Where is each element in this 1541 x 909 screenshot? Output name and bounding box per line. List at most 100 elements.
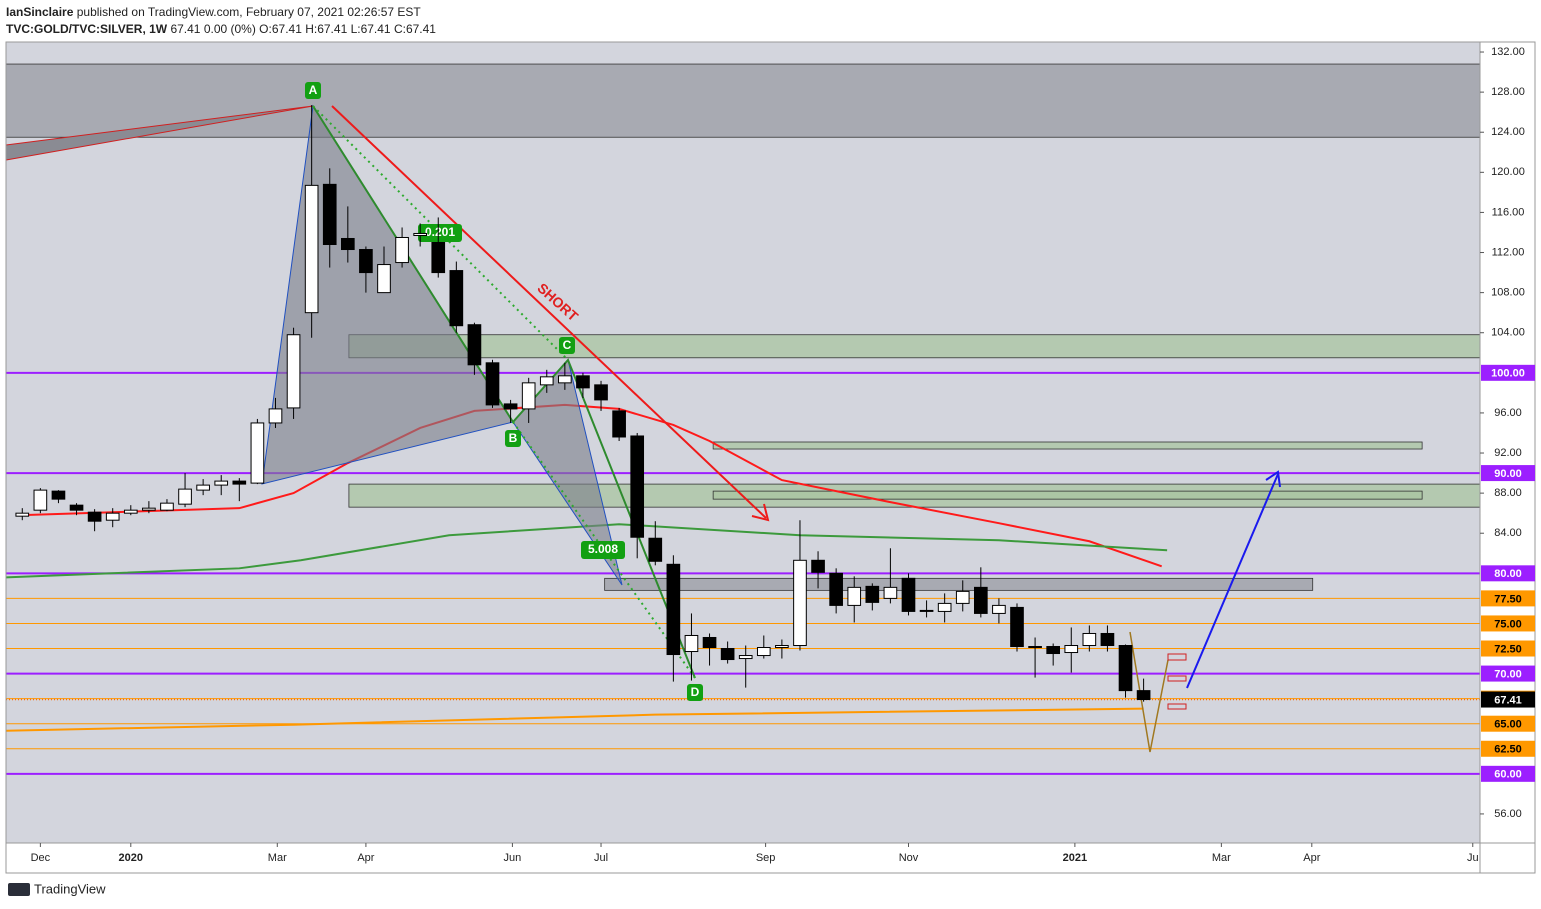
candle-body	[413, 232, 427, 236]
y-tick-label: 128.00	[1491, 86, 1525, 98]
point-label: C	[559, 337, 575, 354]
y-tick-label: 84.00	[1494, 527, 1522, 539]
candle-body	[15, 512, 30, 517]
y-tick-label: 96.00	[1494, 407, 1522, 419]
y-tick-label: 120.00	[1491, 166, 1525, 178]
y-tick-label: 124.00	[1491, 126, 1525, 138]
candle-body	[87, 511, 102, 522]
x-tick-label: Sep	[756, 852, 776, 864]
published: published on TradingView.com, February 0…	[77, 5, 422, 19]
price-label-bg	[1481, 691, 1535, 708]
y-tick-label: 116.00	[1492, 206, 1525, 218]
y-tick-label: 132.00	[1491, 46, 1525, 58]
point-label: B	[505, 430, 521, 447]
x-tick-label: Apr	[1303, 852, 1320, 864]
price-label-bg	[1481, 665, 1535, 682]
candle-body	[684, 634, 699, 653]
arrow-head	[1265, 470, 1281, 488]
candle-body	[630, 435, 645, 538]
projection	[1129, 631, 1169, 753]
candle-body	[485, 362, 500, 406]
candle-body	[720, 648, 735, 661]
y-tick-label: 56.00	[1494, 808, 1522, 820]
candle-body	[1082, 632, 1097, 647]
candle-body	[811, 559, 825, 573]
price-label: 65.00	[1494, 719, 1522, 731]
candle-body	[214, 480, 229, 486]
candle-body	[196, 484, 210, 491]
x-tick-label: Apr	[357, 852, 374, 864]
candle-body	[105, 512, 120, 521]
candle-body	[937, 602, 952, 612]
ratio-2: 5.008	[588, 542, 618, 556]
zone	[348, 334, 1481, 359]
candle-body	[1118, 645, 1133, 692]
candle-body	[539, 376, 554, 386]
zone	[604, 577, 1314, 591]
candle-body	[340, 237, 355, 251]
label-d: D	[691, 685, 700, 699]
label-c: C	[563, 338, 572, 352]
logo: TradingView	[8, 881, 106, 896]
x-tick-label: 2020	[119, 852, 143, 864]
zone	[712, 490, 1423, 500]
candle-body	[992, 604, 1006, 614]
zone	[712, 441, 1423, 450]
candle-body	[883, 586, 898, 599]
price-label-bg	[1481, 615, 1535, 632]
price-label-bg	[1481, 590, 1535, 607]
quote: 67.41 0.00 (0%) O:67.41 H:67.41 L:67.41 …	[170, 22, 436, 36]
candle-body	[612, 410, 626, 438]
candle-body	[829, 572, 843, 606]
candle-body	[377, 264, 391, 294]
levels	[6, 371, 1480, 775]
price-label-bg	[1481, 364, 1535, 381]
moving-average	[5, 523, 1168, 579]
point-label: A	[305, 82, 321, 99]
candle-body	[1046, 646, 1061, 655]
candle-body	[666, 563, 681, 656]
candle-body	[232, 480, 247, 485]
price-label-bg	[1481, 640, 1535, 657]
candle-body	[756, 647, 771, 657]
price-label-bg	[1481, 465, 1535, 482]
x-tick-label: Mar	[268, 852, 287, 864]
footer-brand: TradingView	[34, 881, 106, 896]
candle-body	[160, 502, 174, 511]
candle-body	[558, 375, 572, 384]
price-label: 100.00	[1491, 368, 1525, 380]
symbol: TVC:GOLD/TVC:SILVER, 1W	[6, 22, 168, 36]
price-label-bg	[1481, 740, 1535, 757]
x-tick-label: 2021	[1063, 852, 1087, 864]
candle-body	[33, 489, 48, 511]
price-label: 90.00	[1494, 468, 1522, 480]
x-tick-label: Jun	[504, 852, 522, 864]
price-label: 75.00	[1494, 618, 1522, 630]
x-tick-label: Nov	[899, 852, 919, 864]
candle-body	[431, 242, 446, 274]
label-a: A	[309, 83, 318, 97]
candle-body	[449, 270, 464, 327]
candle-body	[1010, 606, 1024, 648]
axes: 132.00 128.00 124.00 120.00 116.00 112.00 108.…	[31, 46, 1535, 864]
candles	[15, 105, 1151, 702]
y-tick-label: 104.00	[1491, 327, 1525, 339]
price-label-bg	[1481, 715, 1535, 732]
candle-body	[304, 184, 319, 314]
candle-body	[395, 236, 409, 264]
moving-average	[5, 707, 1144, 732]
header-line-2: TVC:GOLD/TVC:SILVER, 1W 67.41 0.00 (0%) …	[6, 22, 436, 36]
candle-body	[359, 249, 373, 274]
candle-body	[847, 586, 862, 606]
price-label: 67.41	[1494, 694, 1522, 706]
candle-body	[738, 655, 753, 660]
candle-body	[1136, 690, 1151, 701]
point-label: D	[687, 684, 703, 701]
candle-body	[1064, 645, 1079, 654]
target-box	[1167, 675, 1187, 682]
publisher: IanSinclaire	[6, 5, 74, 19]
ratio-1: 0.201	[425, 225, 455, 239]
frame	[5, 41, 1536, 874]
candle-body	[865, 585, 880, 603]
candle-body	[178, 488, 192, 505]
